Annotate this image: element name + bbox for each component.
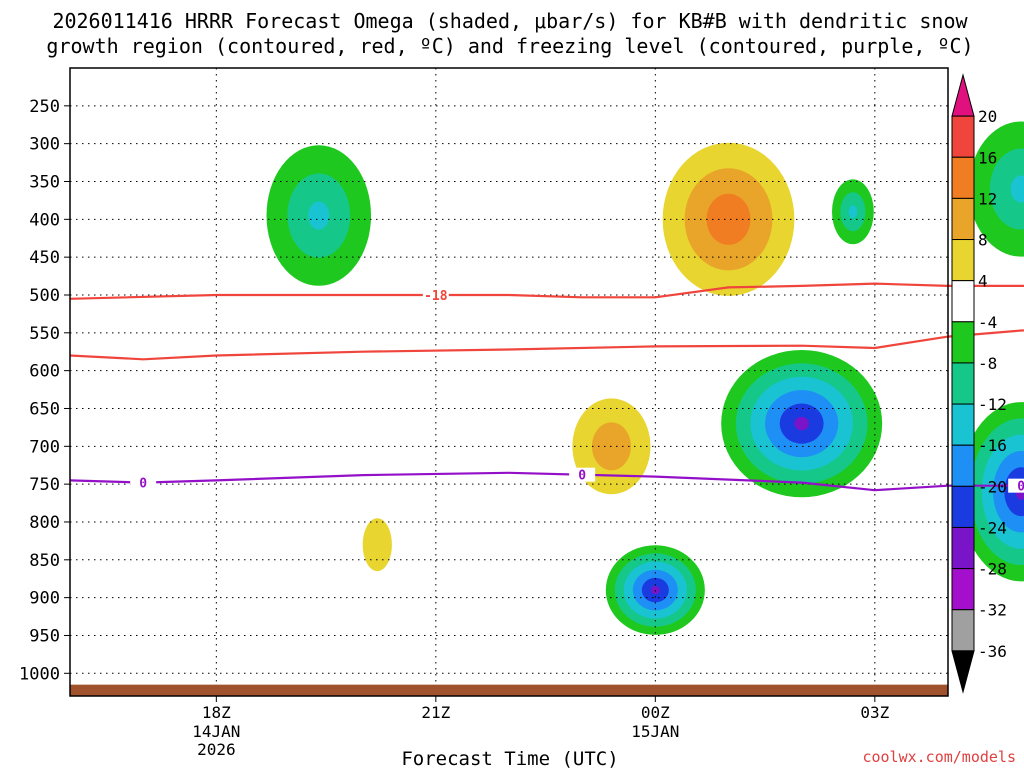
omega-region-4-level-m8 — [989, 148, 1024, 230]
colorbar-bin-1 — [951, 115, 975, 158]
y-tick-label-300: 300 — [29, 135, 60, 155]
colorbar-bottom-arrow — [951, 650, 975, 694]
freezing-level-label-1: 0 — [139, 477, 147, 492]
colorbar-bin-10 — [951, 485, 975, 528]
omega-region-3-level-m12 — [848, 205, 858, 219]
y-tick-label-350: 350 — [29, 172, 60, 192]
colorbar-tick-label-13: -32 — [978, 601, 1007, 620]
x-tick-label-18Z: 18Z — [202, 703, 231, 722]
colorbar-bin-6 — [951, 321, 975, 364]
y-tick-label-650: 650 — [29, 399, 60, 419]
dendritic-upper-label-bg-1 — [422, 287, 449, 302]
colorbar-tick-label-11: -24 — [978, 518, 1007, 537]
freezing-level-label-bg-2 — [569, 467, 596, 482]
colorbar-tick-label-4: 8 — [978, 231, 988, 250]
chart-title-line-1: 2026011416 HRRR Forecast Omega (shaded, … — [52, 9, 968, 33]
colorbar-bin-12 — [951, 568, 975, 611]
y-tick-label-450: 450 — [29, 248, 60, 268]
y-tick-label-250: 250 — [29, 97, 60, 117]
y-tick-label-600: 600 — [29, 362, 60, 382]
freezing-level-label-2: 0 — [578, 469, 586, 484]
y-tick-label-900: 900 — [29, 589, 60, 609]
y-tick-label-700: 700 — [29, 437, 60, 457]
colorbar-bin-9 — [951, 444, 975, 487]
colorbar-bin-4 — [951, 239, 975, 282]
colorbar-tick-label-1: 20 — [978, 107, 997, 126]
x-tick-label-03Z: 03Z — [860, 703, 889, 722]
colorbar-bin-8 — [951, 403, 975, 446]
y-tick-label-950: 950 — [29, 626, 60, 646]
colorbar-tick-label-8: -12 — [978, 395, 1007, 414]
colorbar-bin-5 — [951, 280, 975, 323]
y-tick-label-500: 500 — [29, 286, 60, 306]
omega-region-4-level-m12 — [1010, 175, 1024, 203]
y-tick-label-1000: 1000 — [19, 664, 60, 684]
colorbar-tick-label-12: -28 — [978, 560, 1007, 579]
colorbar-tick-label-2: 16 — [978, 148, 997, 167]
colorbar-bin-11 — [951, 526, 975, 570]
x-tick-label-21Z: 21Z — [421, 703, 450, 722]
date-label-2-line-1: 15JAN — [631, 722, 679, 741]
y-tick-label-550: 550 — [29, 324, 60, 344]
omega-region-10-level-4 — [362, 518, 392, 572]
colorbar-bin-2 — [951, 156, 975, 199]
colorbar-bin-7 — [951, 362, 975, 405]
date-label-1-line-2: 2026 — [197, 740, 236, 759]
source-credit: coolwx.com/models — [862, 748, 1016, 766]
dendritic-lower-contour — [69, 329, 1024, 361]
dendritic-upper-label-1: -18 — [424, 289, 448, 304]
colorbar-tick-label-14: -36 — [978, 642, 1007, 661]
colorbar-tick-label-7: -8 — [978, 354, 997, 373]
y-tick-label-750: 750 — [29, 475, 60, 495]
colorbar-tick-label-5: 4 — [978, 272, 988, 291]
omega-region-1-level-12 — [706, 193, 751, 245]
freezing-level-label-bg-1 — [130, 475, 157, 490]
colorbar-top-arrow — [951, 73, 975, 117]
colorbar-tick-label-10: -20 — [978, 477, 1007, 496]
omega-region-5-level-m24 — [794, 416, 809, 431]
chart-title-line-2: growth region (contoured, red, ºC) and f… — [46, 34, 973, 58]
colorbar-tick-label-3: 12 — [978, 189, 997, 208]
freezing-level-contour — [69, 471, 1024, 492]
y-tick-label-800: 800 — [29, 513, 60, 533]
colorbar-bin-13 — [951, 609, 975, 652]
freezing-level-label-3: 0 — [1017, 480, 1024, 495]
x-tick-label-00Z: 00Z — [641, 703, 670, 722]
colorbar-bin-3 — [951, 197, 975, 241]
freezing-level-label-bg-3 — [1008, 478, 1024, 493]
colorbar-tick-label-6: -4 — [978, 313, 997, 332]
plot-frame — [69, 67, 949, 697]
terrain-ground — [70, 684, 948, 696]
date-label-1-line-1: 14JAN — [192, 722, 240, 741]
y-tick-label-850: 850 — [29, 551, 60, 571]
omega-region-2-level-m12 — [308, 201, 330, 230]
x-axis-label: Forecast Time (UTC) — [401, 748, 618, 768]
y-tick-label-400: 400 — [29, 210, 60, 230]
contours: -18-18-12000 — [69, 282, 1024, 495]
colorbar-tick-label-9: -16 — [978, 436, 1007, 455]
